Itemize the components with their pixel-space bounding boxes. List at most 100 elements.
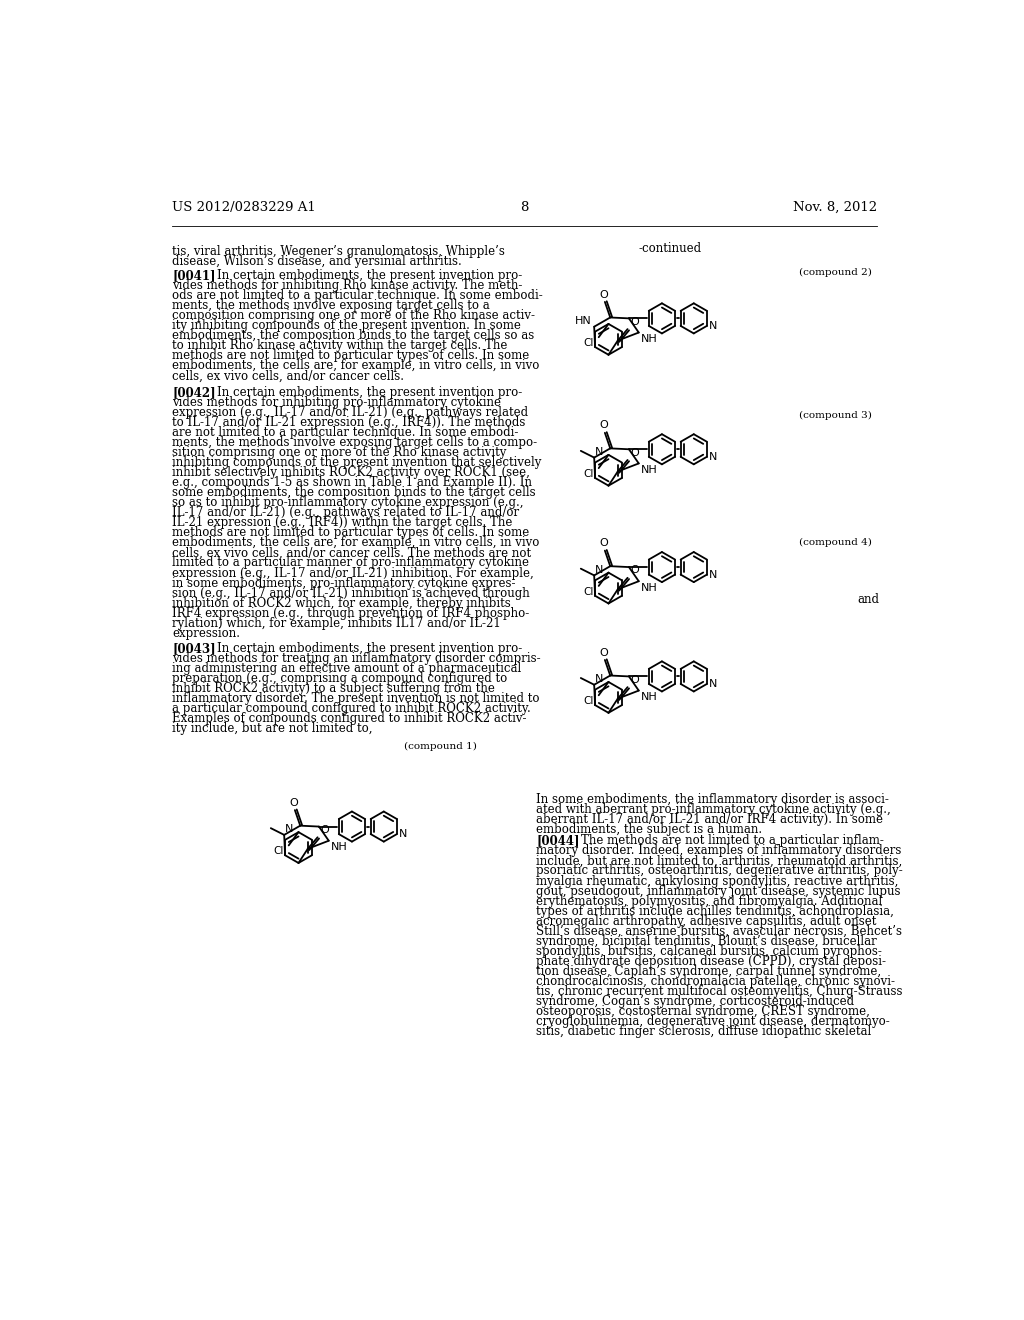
Text: embodiments, the composition binds to the target cells so as: embodiments, the composition binds to th… xyxy=(172,330,535,342)
Text: psoriatic arthritis, osteoarthritis, degenerative arthritis, poly-: psoriatic arthritis, osteoarthritis, deg… xyxy=(537,865,903,878)
Text: O: O xyxy=(630,447,639,458)
Text: sion (e.g., IL-17 and/or IL-21) inhibition is achieved through: sion (e.g., IL-17 and/or IL-21) inhibiti… xyxy=(172,586,530,599)
Text: 8: 8 xyxy=(520,201,529,214)
Text: -continued: -continued xyxy=(639,242,702,255)
Text: ods are not limited to a particular technique. In some embodi-: ods are not limited to a particular tech… xyxy=(172,289,543,302)
Text: O: O xyxy=(599,539,607,548)
Text: syndrome, Cogan’s syndrome, corticosteroid-induced: syndrome, Cogan’s syndrome, corticostero… xyxy=(537,995,855,1007)
Text: ments, the methods involve exposing target cells to a compo-: ments, the methods involve exposing targ… xyxy=(172,437,538,449)
Text: tion disease, Caplan’s syndrome, carpal tunnel syndrome,: tion disease, Caplan’s syndrome, carpal … xyxy=(537,965,882,978)
Text: phate dihydrate deposition disease (CPPD), crystal deposi-: phate dihydrate deposition disease (CPPD… xyxy=(537,954,887,968)
Text: O: O xyxy=(630,675,639,685)
Text: [0041]: [0041] xyxy=(172,269,216,282)
Text: and: and xyxy=(858,594,880,606)
Text: Nov. 8, 2012: Nov. 8, 2012 xyxy=(794,201,878,214)
Text: In certain embodiments, the present invention pro-: In certain embodiments, the present inve… xyxy=(202,642,522,655)
Text: sitis, diabetic finger sclerosis, diffuse idiopathic skeletal: sitis, diabetic finger sclerosis, diffus… xyxy=(537,1024,871,1038)
Text: Cl: Cl xyxy=(584,586,594,597)
Text: composition comprising one or more of the Rho kinase activ-: composition comprising one or more of th… xyxy=(172,309,536,322)
Text: tis, viral arthritis, Wegener’s granulomatosis, Whipple’s: tis, viral arthritis, Wegener’s granulom… xyxy=(172,244,505,257)
Text: tis, chronic recurrent multifocal osteomyelitis, Churg-Strauss: tis, chronic recurrent multifocal osteom… xyxy=(537,985,903,998)
Text: N: N xyxy=(710,678,718,689)
Text: preparation (e.g., comprising a compound configured to: preparation (e.g., comprising a compound… xyxy=(172,672,508,685)
Text: N: N xyxy=(595,565,603,574)
Text: syndrome, bicipital tendinitis, Blount’s disease, brucellar: syndrome, bicipital tendinitis, Blount’s… xyxy=(537,935,878,948)
Text: Cl: Cl xyxy=(584,696,594,706)
Text: N: N xyxy=(595,446,603,457)
Text: expression.: expression. xyxy=(172,627,241,640)
Text: O: O xyxy=(599,648,607,657)
Text: expression (e.g., IL-17 and/or IL-21) (e.g., pathways related: expression (e.g., IL-17 and/or IL-21) (e… xyxy=(172,407,528,420)
Text: HN: HN xyxy=(575,315,592,326)
Text: Cl: Cl xyxy=(584,338,594,348)
Text: US 2012/0283229 A1: US 2012/0283229 A1 xyxy=(172,201,316,214)
Text: some embodiments, the composition binds to the target cells: some embodiments, the composition binds … xyxy=(172,487,536,499)
Text: chondrocalcinosis, chondromalacia patellae, chronic synovi-: chondrocalcinosis, chondromalacia patell… xyxy=(537,974,895,987)
Text: limited to a particular manner of pro-inflammatory cytokine: limited to a particular manner of pro-in… xyxy=(172,557,529,569)
Text: e.g., compounds 1-5 as shown in Table 1 and Example II). In: e.g., compounds 1-5 as shown in Table 1 … xyxy=(172,477,532,490)
Text: Still’s disease, anserine bursitis, avascular necrosis, Behcet’s: Still’s disease, anserine bursitis, avas… xyxy=(537,924,902,937)
Text: IRF4 expression (e.g., through prevention of IRF4 phospho-: IRF4 expression (e.g., through preventio… xyxy=(172,607,529,619)
Text: ing administering an effective amount of a pharmaceutical: ing administering an effective amount of… xyxy=(172,663,521,675)
Text: vides methods for treating an inflammatory disorder compris-: vides methods for treating an inflammato… xyxy=(172,652,541,665)
Text: methods are not limited to particular types of cells. In some: methods are not limited to particular ty… xyxy=(172,527,529,540)
Text: Examples of compounds configured to inhibit ROCK2 activ-: Examples of compounds configured to inhi… xyxy=(172,711,526,725)
Text: (compound 1): (compound 1) xyxy=(403,742,477,751)
Text: to inhibit Rho kinase activity within the target cells. The: to inhibit Rho kinase activity within th… xyxy=(172,339,508,352)
Text: IL-17 and/or IL-21) (e.g., pathways related to IL-17 and/or: IL-17 and/or IL-21) (e.g., pathways rela… xyxy=(172,507,519,520)
Text: inhibit ROCK2 activity) to a subject suffering from the: inhibit ROCK2 activity) to a subject suf… xyxy=(172,682,495,696)
Text: [0042]: [0042] xyxy=(172,387,216,400)
Text: [0043]: [0043] xyxy=(172,642,216,655)
Text: are not limited to a particular technique. In some embodi-: are not limited to a particular techniqu… xyxy=(172,426,518,440)
Text: include, but are not limited to, arthritis, rheumatoid arthritis,: include, but are not limited to, arthrit… xyxy=(537,854,903,867)
Text: Cl: Cl xyxy=(584,469,594,479)
Text: erythematosus, polymyositis, and fibromyalgia. Additional: erythematosus, polymyositis, and fibromy… xyxy=(537,895,883,908)
Text: N: N xyxy=(399,829,408,840)
Text: (compound 4): (compound 4) xyxy=(799,539,872,546)
Text: [0044]: [0044] xyxy=(537,834,580,847)
Text: disease, Wilson’s disease, and yersinial arthritis.: disease, Wilson’s disease, and yersinial… xyxy=(172,255,462,268)
Text: cryoglobulinemia, degenerative joint disease, dermatomyo-: cryoglobulinemia, degenerative joint dis… xyxy=(537,1015,890,1028)
Text: In some embodiments, the inflammatory disorder is associ-: In some embodiments, the inflammatory di… xyxy=(537,793,889,807)
Text: sition comprising one or more of the Rho kinase activity: sition comprising one or more of the Rho… xyxy=(172,446,507,459)
Text: O: O xyxy=(319,825,329,836)
Text: embodiments, the subject is a human.: embodiments, the subject is a human. xyxy=(537,822,763,836)
Text: (compound 2): (compound 2) xyxy=(799,268,872,277)
Text: ity inhibiting compounds of the present invention. In some: ity inhibiting compounds of the present … xyxy=(172,319,521,333)
Text: inflammatory disorder. The present invention is not limited to: inflammatory disorder. The present inven… xyxy=(172,692,540,705)
Text: O: O xyxy=(599,421,607,430)
Text: (compound 3): (compound 3) xyxy=(799,411,872,420)
Text: in some embodiments, pro-inflammatory cytokine expres-: in some embodiments, pro-inflammatory cy… xyxy=(172,577,516,590)
Text: N: N xyxy=(710,451,718,462)
Text: O: O xyxy=(630,565,639,576)
Text: ated with aberrant pro-inflammatory cytokine activity (e.g.,: ated with aberrant pro-inflammatory cyto… xyxy=(537,803,891,816)
Text: so as to inhibit pro-inflammatory cytokine expression (e.g.,: so as to inhibit pro-inflammatory cytoki… xyxy=(172,496,523,510)
Text: myalgia rheumatic, ankylosing spondylitis, reactive arthritis,: myalgia rheumatic, ankylosing spondyliti… xyxy=(537,874,899,887)
Text: embodiments, the cells are, for example, in vitro cells, in vivo: embodiments, the cells are, for example,… xyxy=(172,536,540,549)
Text: acromegalic arthropathy, adhesive capsulitis, adult onset: acromegalic arthropathy, adhesive capsul… xyxy=(537,915,877,928)
Text: The methods are not limited to a particular inflam-: The methods are not limited to a particu… xyxy=(566,834,884,847)
Text: NH: NH xyxy=(641,583,657,593)
Text: NH: NH xyxy=(641,465,657,475)
Text: embodiments, the cells are, for example, in vitro cells, in vivo: embodiments, the cells are, for example,… xyxy=(172,359,540,372)
Text: to IL-17 and/or IL-21 expression (e.g., IRF4)). The methods: to IL-17 and/or IL-21 expression (e.g., … xyxy=(172,416,525,429)
Text: a particular compound configured to inhibit ROCK2 activity.: a particular compound configured to inhi… xyxy=(172,702,530,715)
Text: O: O xyxy=(289,797,298,808)
Text: cells, ex vivo cells, and/or cancer cells.: cells, ex vivo cells, and/or cancer cell… xyxy=(172,370,404,383)
Text: vides methods for inhibiting Rho kinase activity. The meth-: vides methods for inhibiting Rho kinase … xyxy=(172,280,522,292)
Text: types of arthritis include achilles tendinitis, achondroplasia,: types of arthritis include achilles tend… xyxy=(537,904,894,917)
Text: matory disorder. Indeed, examples of inflammatory disorders: matory disorder. Indeed, examples of inf… xyxy=(537,845,902,858)
Text: inhibit selectively inhibits ROCK2 activity over ROCK1 (see,: inhibit selectively inhibits ROCK2 activ… xyxy=(172,466,530,479)
Text: osteoporosis, costosternal syndrome, CREST syndrome,: osteoporosis, costosternal syndrome, CRE… xyxy=(537,1005,870,1018)
Text: gout, pseudogout, inflammatory joint disease, systemic lupus: gout, pseudogout, inflammatory joint dis… xyxy=(537,884,901,898)
Text: ity include, but are not limited to,: ity include, but are not limited to, xyxy=(172,722,373,735)
Text: N: N xyxy=(285,824,293,834)
Text: In certain embodiments, the present invention pro-: In certain embodiments, the present inve… xyxy=(202,387,522,400)
Text: spondylitis, bursitis, calcaneal bursitis, calcium pyrophos-: spondylitis, bursitis, calcaneal bursiti… xyxy=(537,945,883,957)
Text: N: N xyxy=(595,675,603,684)
Text: NH: NH xyxy=(331,842,348,853)
Text: inhibiting compounds of the present invention that selectively: inhibiting compounds of the present inve… xyxy=(172,457,542,470)
Text: Cl: Cl xyxy=(273,846,284,857)
Text: IL-21 expression (e.g., IRF4)) within the target cells. The: IL-21 expression (e.g., IRF4)) within th… xyxy=(172,516,513,529)
Text: ments, the methods involve exposing target cells to a: ments, the methods involve exposing targ… xyxy=(172,300,489,313)
